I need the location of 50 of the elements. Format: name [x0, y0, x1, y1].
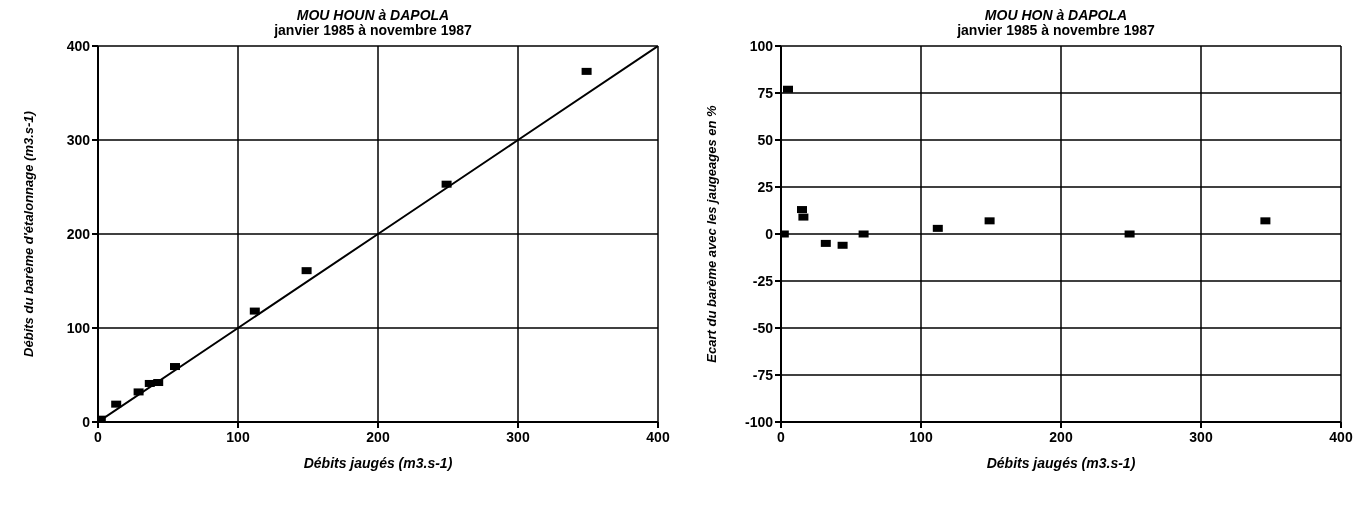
x-tick-label: 300	[506, 429, 530, 445]
chart-title: MOU HON à DAPOLA	[983, 7, 1129, 23]
x-axis-title: Débits jaugés (m3.s-1)	[986, 455, 1136, 471]
point	[783, 85, 793, 93]
point	[249, 307, 260, 315]
point	[798, 213, 809, 221]
y-tick-label: 25	[757, 178, 774, 195]
x-tick-label: 200	[366, 429, 390, 445]
x-tick-label: 0	[777, 429, 786, 445]
x-axis-title: Débits jaugés (m3.s-1)	[303, 455, 453, 471]
y-tick-label: -25	[752, 272, 774, 289]
chart-subtitle: janvier 1985 à novembre 1987	[273, 22, 473, 38]
y-tick-label: 300	[66, 131, 91, 148]
y-tick-label: 200	[66, 225, 91, 242]
point	[170, 363, 180, 371]
chart-subtitle: janvier 1985 à novembre 1987	[956, 22, 1156, 38]
x-tick-label: 400	[646, 429, 670, 445]
x-tick-label: 100	[226, 429, 250, 445]
point	[133, 388, 144, 396]
point	[301, 267, 312, 275]
y-axis-title: Débits du barème d'étalonnage (m3.s-1)	[20, 111, 36, 357]
chart-title: MOU HOUN à DAPOLA	[295, 7, 451, 23]
y-tick-label: 0	[765, 225, 774, 242]
y-tick-label: 75	[757, 84, 774, 101]
point	[820, 239, 831, 247]
y-tick-label: 100	[66, 319, 91, 336]
point	[441, 180, 452, 188]
point	[932, 224, 943, 232]
point	[858, 230, 869, 238]
point	[984, 217, 995, 225]
point	[153, 379, 164, 387]
point	[1124, 230, 1135, 238]
x-tick-label: 0	[94, 429, 103, 445]
point	[797, 206, 807, 214]
y-tick-label: -75	[752, 366, 774, 383]
point	[1260, 217, 1271, 225]
y-tick-label: -100	[744, 413, 774, 430]
x-tick-label: 300	[1189, 429, 1213, 445]
x-tick-label: 200	[1049, 429, 1073, 445]
x-tick-label: 400	[1329, 429, 1353, 445]
y-tick-label: 100	[749, 37, 774, 54]
y-axis-title: Ecart du barème avec les jaugeages en %	[703, 104, 719, 363]
point	[581, 67, 592, 75]
x-tick-label: 100	[909, 429, 933, 445]
y-tick-label: 50	[757, 131, 774, 148]
y-tick-label: -50	[752, 319, 774, 336]
point	[837, 241, 848, 249]
y-tick-label: 400	[66, 37, 91, 54]
y-tick-label: 0	[82, 413, 91, 430]
point	[111, 400, 122, 408]
